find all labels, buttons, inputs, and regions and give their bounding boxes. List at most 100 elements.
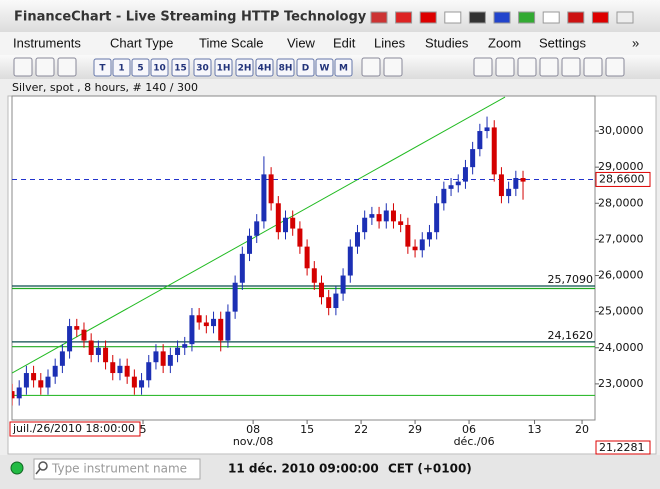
language-flag[interactable] [567,11,585,24]
x-tick-label: 5 [139,423,146,436]
candle-body [45,376,51,388]
candle-body [239,253,245,283]
toolbar-icon[interactable] [561,57,581,77]
cursor-price: 21,2281 [599,441,645,454]
candle-body [434,203,440,233]
toolbar-button[interactable] [193,58,212,77]
toolbar-icon[interactable] [473,57,493,77]
y-tick-label: 30,0000 [598,124,644,137]
toolbar-icon[interactable] [383,57,403,77]
candle-body [103,347,109,363]
language-flag[interactable] [616,11,634,24]
candle-body [218,318,224,341]
toolbar-button[interactable] [296,58,315,77]
candle-body [16,387,22,399]
y-tick-label: 25,0000 [598,305,644,318]
toolbar-icon[interactable] [495,57,515,77]
menu-item[interactable]: » [632,35,639,50]
toolbar-icon[interactable] [517,57,537,77]
x-tick-label: 06 [462,423,476,436]
x-month-label: nov./08 [233,435,274,448]
candle-body [369,214,375,218]
candle-body [283,217,289,233]
language-flag[interactable] [370,11,388,24]
candle-body [261,174,267,222]
y-tick-label: 23,0000 [598,377,644,390]
toolbar-button[interactable] [214,58,233,77]
toolbar-button[interactable] [171,58,190,77]
candle-body [95,347,101,355]
menu-item[interactable]: Lines [374,35,406,50]
language-flag[interactable] [468,11,486,24]
toolbar-button[interactable] [93,58,112,77]
candle-body [362,217,368,233]
toolbar-button[interactable] [334,58,353,77]
menu-item[interactable]: Studies [425,35,469,50]
menu-item[interactable]: Zoom [488,35,521,50]
candle-body [67,326,73,352]
language-flag[interactable] [518,11,536,24]
menu-item[interactable]: View [287,35,316,50]
candle-body [354,232,360,247]
menu-item[interactable]: Chart Type [110,35,173,50]
candle-body [203,322,209,327]
candle-body [225,311,231,341]
language-flag[interactable] [542,11,560,24]
menu-item[interactable]: Time Scale [199,35,264,50]
toolbar-icon[interactable] [57,57,77,77]
candle-body [462,167,468,182]
toolbar-button-label: W [320,64,330,74]
toolbar-button[interactable] [112,58,131,77]
toolbar-button-label: 8H [279,64,293,74]
last-price-box [595,171,651,187]
language-flag[interactable] [444,11,462,24]
menu-item[interactable]: Settings [539,35,586,50]
candle-body [175,347,181,355]
level-label: 24,1620 [548,329,594,342]
toolbar-icon[interactable] [583,57,603,77]
y-tick-label: 26,0000 [598,269,644,282]
candle-body [153,351,159,363]
toolbar-button-label: 15 [174,64,187,74]
candle-body [491,127,497,175]
toolbar-icon[interactable] [539,57,559,77]
language-flag[interactable] [395,11,413,24]
candle-body [448,185,454,189]
language-flag[interactable] [493,11,511,24]
x-tick-label: 08 [246,423,260,436]
toolbar-button[interactable] [315,58,334,77]
toolbar-button-label: 1H [217,64,231,74]
x-month-label: déc./06 [454,435,495,448]
connection-indicator [10,461,24,475]
candle-body [290,217,296,229]
candle-body [326,297,332,309]
toolbar-button[interactable] [131,58,150,77]
x-tick-label: 13 [528,423,542,436]
toolbar-icon[interactable] [361,57,381,77]
menu-item[interactable]: Edit [333,35,356,50]
menu-item[interactable]: Instruments [13,35,81,50]
level-label: 25,7090 [548,273,594,286]
x-tick-label: 22 [354,423,368,436]
candle-body [59,351,65,366]
y-tick-label: 29,0000 [598,160,644,173]
candle-body [275,203,281,233]
last-price-label: 28,6600 [599,172,645,185]
toolbar-button[interactable] [235,58,254,77]
toolbar-button-label: 10 [153,64,166,74]
language-flag[interactable] [591,11,609,24]
toolbar-icon[interactable] [605,57,625,77]
instrument-search[interactable] [33,458,201,480]
toolbar-button[interactable] [276,58,295,77]
toolbar-button[interactable] [150,58,169,77]
toolbar-button[interactable] [255,58,274,77]
search-icon-handle [35,468,41,475]
candle-body [506,188,512,197]
toolbar-icon[interactable] [35,57,55,77]
candle-body [232,282,238,312]
candle-body [419,239,425,251]
toolbar-button-label: M [339,64,348,74]
language-flag[interactable] [419,11,437,24]
candle-body [88,340,94,355]
toolbar-icon[interactable] [13,57,33,77]
